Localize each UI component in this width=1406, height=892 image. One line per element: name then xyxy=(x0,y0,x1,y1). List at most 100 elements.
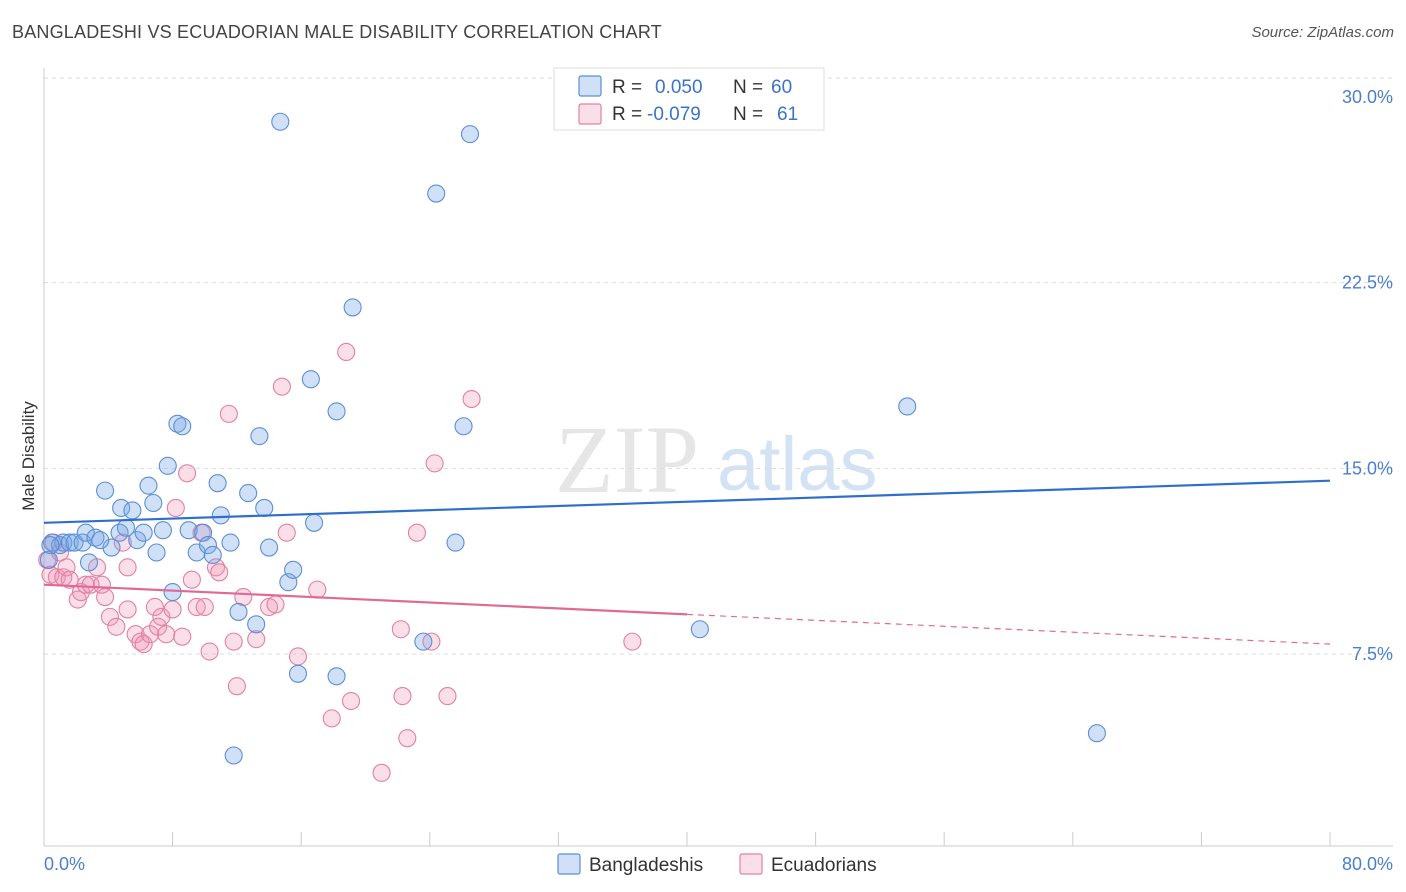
stats-legend-frame xyxy=(553,67,825,131)
ecuadorians-point-50 xyxy=(322,709,341,728)
x-tick-label-min: 0.0% xyxy=(44,854,85,874)
ecuadorians-point-43 xyxy=(247,630,266,649)
y-tick-label-1: 15.0% xyxy=(1342,458,1393,478)
bangladeshis-point-19 xyxy=(147,543,166,562)
ecuadorians-point-61 xyxy=(462,389,481,409)
watermark-zip: ZIP xyxy=(555,406,699,513)
bangladeshis-point-15 xyxy=(128,531,147,550)
series-legend: Bangladeshis Ecuadorians xyxy=(557,853,877,876)
ecuadorians-point-49 xyxy=(308,580,327,599)
ecuadorians-point-30 xyxy=(173,627,192,646)
ecuadorians-point-38 xyxy=(210,563,229,582)
ecuadorians-trend-line-extension xyxy=(686,613,1331,645)
bangladeshis-point-48 xyxy=(414,632,433,651)
ecuadorians-trend-line xyxy=(43,583,688,616)
bangladeshis-point-45 xyxy=(327,667,346,686)
bangladeshis-point-57 xyxy=(39,550,58,569)
stats-legend: R = 0.050 N = 60 R = -0.079 N = 61 xyxy=(553,67,825,131)
series-legend-label-bangladeshis[interactable]: Bangladeshis xyxy=(589,855,703,876)
bangladeshis-point-36 xyxy=(250,427,269,446)
bangladeshis-point-22 xyxy=(163,583,182,602)
legend-swatch-blue xyxy=(578,75,602,97)
bangladeshis-point-18 xyxy=(144,493,163,513)
bangladeshis-point-24 xyxy=(173,417,192,436)
ecuadorians-point-32 xyxy=(182,570,201,589)
bangladeshis-point-41 xyxy=(284,560,303,579)
ecuadorians-point-45 xyxy=(266,595,285,614)
ecuadorians-point-60 xyxy=(438,687,457,706)
bangladeshis-point-31 xyxy=(211,506,230,525)
bangladeshis-point-6 xyxy=(76,523,95,542)
bangladeshis-point-42 xyxy=(288,664,308,683)
axes xyxy=(43,68,1393,847)
series-legend-swatch-ecuadorians[interactable] xyxy=(739,853,763,875)
ecuadorians-point-41 xyxy=(227,677,246,696)
ecuadorians-point-39 xyxy=(219,404,238,423)
y-tick-label-0: 7.5% xyxy=(1352,644,1393,664)
bangladeshis-point-3 xyxy=(60,533,79,552)
ecuadorians-point-10 xyxy=(76,575,95,594)
legend-n-label-pink: N = xyxy=(733,104,763,125)
bangladeshis-point-50 xyxy=(446,533,465,552)
ecuadorians-point-17 xyxy=(113,533,132,552)
bangladeshis-point-20 xyxy=(153,521,173,540)
ecuadorians-point-35 xyxy=(195,597,214,617)
bangladeshis-point-46 xyxy=(327,402,346,421)
watermark-atlas: atlas xyxy=(717,422,878,507)
bangladeshis-point-35 xyxy=(247,615,266,634)
bangladeshis-point-55 xyxy=(1087,724,1106,743)
ecuadorians-point-62 xyxy=(623,632,642,651)
ecuadorians-point-48 xyxy=(288,647,308,666)
ecuadorians-point-55 xyxy=(393,687,412,706)
ecuadorians-point-15 xyxy=(100,607,119,626)
ecuadorians-point-36 xyxy=(200,642,219,661)
ecuadorians-point-14 xyxy=(96,588,115,607)
source-credit: Source: ZipAtlas.com xyxy=(1251,24,1394,41)
y-tick-label-3: 30.0% xyxy=(1342,87,1393,107)
ecuadorians-point-21 xyxy=(131,632,150,651)
ecuadorians-point-54 xyxy=(391,620,410,639)
bangladeshis-point-25 xyxy=(179,521,198,540)
bangladeshis-point-12 xyxy=(112,498,131,517)
ecuadorians-point-24 xyxy=(145,597,164,617)
legend-swatch-pink xyxy=(578,103,602,125)
ecuadorians-point-31 xyxy=(178,464,197,483)
bangladeshis-point-17 xyxy=(139,476,158,495)
ecuadorians-point-46 xyxy=(272,377,291,396)
series-legend-swatch-bangladeshis[interactable] xyxy=(557,853,581,875)
bangladeshis-point-47 xyxy=(343,298,362,317)
y-tick-label-2: 22.5% xyxy=(1342,273,1393,293)
bangladeshis-point-28 xyxy=(198,536,218,555)
bangladeshis-point-38 xyxy=(259,538,279,557)
legend-n-value-pink: 61 xyxy=(777,104,798,125)
bangladeshis-point-56 xyxy=(224,746,243,765)
bangladeshis-point-14 xyxy=(123,501,142,520)
ecuadorians-point-28 xyxy=(163,600,182,619)
ecuadorians-point-57 xyxy=(407,523,426,542)
bangladeshis-point-10 xyxy=(102,538,121,557)
trend-lines xyxy=(43,479,1331,645)
legend-n-label-blue: N = xyxy=(733,77,763,98)
bangladeshis-point-51 xyxy=(454,417,473,436)
bangladeshis-point-52 xyxy=(460,125,480,144)
ecuadorians-point-22 xyxy=(134,635,153,654)
bangladeshis-point-29 xyxy=(203,545,222,565)
legend-r-label-blue: R = xyxy=(612,77,642,98)
bangladeshis-point-26 xyxy=(187,543,206,562)
ecuadorians-point-19 xyxy=(118,600,137,619)
ecuadorians-points xyxy=(38,342,642,782)
ecuadorians-point-27 xyxy=(157,625,176,644)
legend-r-label-pink: R = xyxy=(612,104,642,125)
ecuadorians-point-18 xyxy=(118,558,137,577)
ecuadorians-point-40 xyxy=(224,632,243,651)
ecuadorians-point-51 xyxy=(337,342,356,362)
series-legend-label-ecuadorians[interactable]: Ecuadorians xyxy=(771,855,877,876)
bangladeshis-point-44 xyxy=(305,513,324,532)
bangladeshis-point-53 xyxy=(690,620,709,639)
bangladeshis-point-59 xyxy=(91,531,110,550)
legend-n-value-blue: 60 xyxy=(771,77,792,98)
bangladeshis-point-39 xyxy=(271,112,290,131)
chart-title: BANGLADESHI VS ECUADORIAN MALE DISABILIT… xyxy=(12,22,662,42)
bangladeshis-point-30 xyxy=(208,474,227,493)
